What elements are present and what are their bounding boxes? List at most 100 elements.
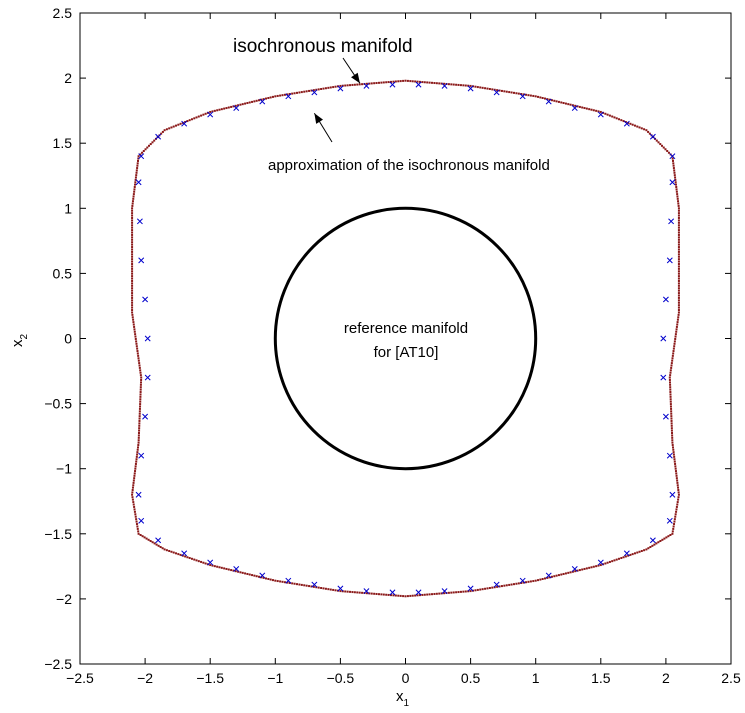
manifold-point: [281, 580, 284, 583]
manifold-point: [676, 195, 679, 198]
manifold-point: [486, 87, 489, 90]
manifold-point: [244, 572, 247, 575]
manifold-point: [677, 309, 680, 312]
manifold-point: [131, 253, 134, 256]
manifold-point: [138, 362, 141, 365]
approximation-point: [311, 89, 318, 96]
manifold-point: [426, 81, 429, 84]
manifold-point: [131, 313, 134, 316]
manifold-point: [675, 185, 678, 188]
manifold-point: [131, 238, 134, 241]
manifold-point: [675, 325, 678, 328]
manifold-point: [676, 484, 679, 487]
manifold-point: [670, 415, 673, 418]
manifold-point: [140, 378, 143, 381]
manifold-point: [358, 83, 361, 86]
manifold-point: [131, 214, 134, 217]
manifold-point: [234, 570, 237, 573]
manifold-point: [132, 323, 135, 326]
manifold-point: [672, 451, 675, 454]
manifold-point: [647, 547, 650, 550]
manifold-point: [435, 82, 438, 85]
manifold-point: [139, 398, 142, 401]
manifold-point: [503, 90, 506, 93]
manifold-point: [373, 82, 376, 85]
manifold-point: [624, 555, 627, 558]
manifold-point: [541, 97, 544, 100]
manifold-point: [404, 79, 407, 82]
manifold-point: [137, 432, 140, 435]
manifold-point: [555, 574, 558, 577]
manifold-point: [135, 174, 138, 177]
manifold-point: [484, 587, 487, 590]
manifold-point: [674, 462, 677, 465]
manifold-point: [574, 104, 577, 107]
manifold-point: [675, 477, 678, 480]
manifold-point: [161, 130, 164, 133]
manifold-point: [136, 448, 139, 451]
manifold-point: [315, 88, 318, 91]
manifold-point: [557, 100, 560, 103]
manifold-point: [308, 89, 311, 92]
manifold-point: [633, 124, 636, 127]
manifold-point: [320, 587, 323, 590]
manifold-point: [620, 557, 623, 560]
manifold-point: [668, 376, 671, 379]
manifold-point: [131, 224, 134, 227]
manifold-point: [385, 81, 388, 84]
manifold-point: [438, 592, 441, 595]
manifold-point: [638, 550, 641, 553]
manifold-point: [380, 593, 383, 596]
manifold-point: [138, 364, 141, 367]
manifold-point: [673, 171, 676, 174]
manifold-point: [670, 366, 673, 369]
manifold-point: [190, 557, 193, 560]
manifold-point: [671, 439, 674, 442]
manifold-point: [375, 592, 378, 595]
manifold-point: [677, 306, 680, 309]
manifold-point: [310, 89, 313, 92]
manifold-point: [564, 572, 567, 575]
manifold-point: [239, 571, 242, 574]
manifold-point: [155, 543, 158, 546]
approximation-point: [660, 374, 667, 381]
manifold-point: [253, 574, 256, 577]
manifold-point: [315, 586, 318, 589]
manifold-point: [137, 357, 140, 360]
manifold-point: [140, 381, 143, 384]
manifold-point: [204, 112, 207, 115]
manifold-point: [136, 167, 139, 170]
manifold-point: [670, 422, 673, 425]
manifold-point: [399, 80, 402, 83]
manifold-point: [134, 462, 137, 465]
approximation-point: [415, 81, 422, 88]
x-tick-label: −0.5: [327, 670, 355, 686]
manifold-point: [291, 92, 294, 95]
approximation-point: [233, 566, 240, 572]
manifold-point: [578, 569, 581, 572]
manifold-point: [615, 558, 618, 561]
plot-area: [79, 12, 732, 665]
manifold-point: [676, 501, 679, 504]
approximation-point: [138, 452, 145, 459]
manifold-point: [382, 81, 385, 84]
manifold-point: [253, 100, 256, 103]
manifold-point: [132, 479, 135, 482]
manifold-point: [500, 89, 503, 92]
manifold-point: [234, 104, 237, 107]
manifold-point: [356, 591, 359, 594]
manifold-point: [168, 549, 171, 552]
approximation-point: [389, 589, 396, 596]
manifold-point: [132, 501, 135, 504]
manifold-point: [139, 395, 142, 398]
manifold-point: [411, 80, 414, 83]
manifold-point: [133, 185, 136, 188]
manifold-point: [435, 592, 438, 595]
manifold-point: [193, 558, 196, 561]
manifold-point: [139, 388, 142, 391]
manifold-point: [416, 594, 419, 597]
annotation-approximation: approximation of the isochronous manifol…: [268, 157, 550, 174]
manifold-point: [305, 584, 308, 587]
manifold-point: [677, 296, 680, 299]
manifold-point: [411, 594, 414, 597]
